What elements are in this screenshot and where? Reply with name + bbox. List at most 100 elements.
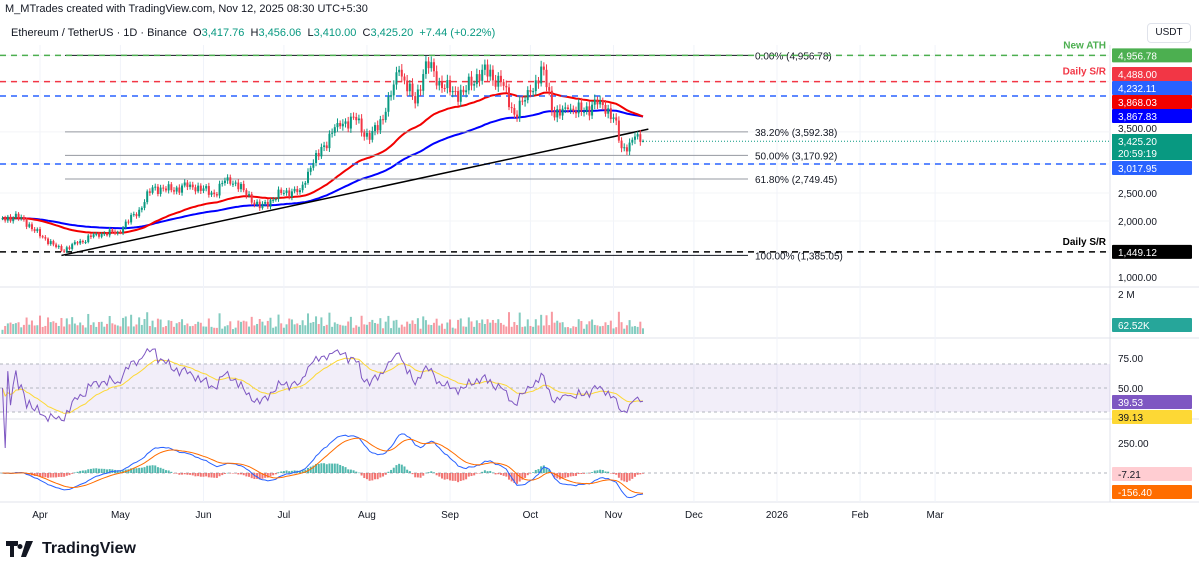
volume-bar	[631, 326, 634, 334]
volume-bar	[41, 326, 44, 334]
volume-bar	[154, 327, 157, 334]
candle-body	[293, 188, 296, 192]
macd-histogram-bar	[583, 473, 586, 474]
candle-body	[628, 142, 631, 152]
volume-bar	[400, 324, 403, 334]
candle-body	[258, 201, 261, 209]
candle-body	[130, 214, 133, 223]
volume-bar	[229, 321, 232, 334]
macd-histogram-bar	[331, 463, 334, 473]
macd-histogram-bar	[344, 467, 347, 473]
volume-bar	[620, 322, 623, 334]
macd-histogram-bar	[558, 473, 561, 480]
volume-bar	[435, 318, 438, 334]
macd-histogram-bar	[446, 473, 449, 480]
macd-histogram-bar	[548, 469, 551, 473]
price-tick-label: 3,500.00	[1118, 124, 1157, 135]
candle-body	[76, 242, 79, 244]
volume-bar	[475, 320, 478, 334]
volume-bar	[146, 312, 149, 334]
volume-bar	[215, 327, 218, 334]
volume-bar	[28, 324, 31, 334]
candle-body	[215, 194, 218, 196]
last-price-label: 3,425.20	[1118, 137, 1157, 148]
volume-bar	[333, 322, 336, 334]
candle-body	[497, 75, 500, 87]
candle-body	[146, 191, 149, 203]
fib-level-label: 38.20% (3,592.38)	[755, 128, 837, 139]
volume-bar	[65, 318, 68, 334]
time-tick-label: 2026	[766, 510, 789, 521]
macd-histogram-bar	[221, 473, 224, 476]
candle-body	[57, 246, 60, 248]
macd-histogram-bar	[620, 473, 623, 481]
macd-histogram-bar	[360, 473, 363, 476]
currency-button[interactable]: USDT	[1147, 23, 1191, 43]
candle-body	[419, 89, 422, 91]
candle-body	[325, 145, 328, 149]
candle-body	[414, 96, 417, 104]
symbol-title[interactable]: Ethereum / TetherUS · 1D · Binance	[11, 27, 187, 39]
volume-bar	[467, 317, 470, 334]
candle-body	[223, 180, 226, 184]
candle-body	[432, 62, 435, 72]
volume-bar	[499, 322, 502, 334]
macd-histogram-bar	[432, 472, 435, 473]
volume-bar	[33, 325, 36, 334]
tradingview-logo[interactable]: TradingView	[6, 540, 136, 558]
macd-histogram-bar	[483, 470, 486, 473]
macd-histogram-bar	[430, 471, 433, 473]
volume-bar	[483, 323, 486, 334]
candle-body	[140, 207, 143, 210]
macd-histogram-bar	[242, 473, 245, 476]
candle-body	[52, 241, 55, 245]
volume-bar	[438, 325, 441, 334]
volume-bar	[623, 328, 626, 334]
macd-histogram-bar	[575, 473, 577, 476]
volume-bar	[218, 313, 221, 334]
candle-body	[272, 199, 275, 201]
volume-bar	[266, 320, 269, 334]
macd-histogram-bar	[280, 471, 283, 473]
candle-body	[416, 89, 419, 104]
candle-body	[365, 132, 368, 137]
candle-body	[475, 74, 478, 85]
macd-histogram-bar	[250, 473, 253, 479]
macd-histogram-bar	[642, 473, 644, 474]
macd-histogram-bar	[419, 473, 422, 478]
volume-bar	[430, 325, 433, 334]
volume-bar	[328, 312, 331, 334]
macd-histogram-bar	[127, 469, 130, 473]
volume-bar	[481, 319, 484, 334]
macd-histogram-bar	[108, 469, 111, 473]
volume-bar	[76, 325, 79, 334]
volume-last-label-bg	[1112, 318, 1192, 332]
candle-body	[623, 147, 626, 149]
volume-bar	[269, 317, 272, 334]
volume-bar	[518, 312, 521, 334]
macd-histogram-bar	[47, 473, 50, 478]
candle-body	[328, 133, 331, 149]
candle-body	[309, 167, 312, 172]
candle-body	[591, 104, 594, 116]
candle-body	[6, 216, 9, 221]
level-price-label-bg	[1112, 161, 1192, 175]
macd-histogram-bar	[537, 469, 540, 473]
volume-bar	[639, 321, 642, 334]
volume-bar	[449, 319, 452, 334]
macd-histogram-bar	[189, 473, 192, 475]
volume-bar	[572, 326, 575, 334]
volume-bar	[537, 325, 540, 334]
macd-histogram-bar	[151, 465, 154, 473]
volume-bar	[138, 317, 141, 334]
candle-body	[202, 188, 205, 191]
macd-histogram-bar	[390, 469, 393, 473]
candle-body	[449, 80, 452, 93]
macd-histogram-bar	[135, 468, 138, 473]
candle-body	[173, 190, 175, 192]
candle-body	[132, 214, 135, 216]
volume-bar	[189, 326, 192, 334]
ema-100-line	[2, 109, 644, 230]
volume-bar	[39, 315, 41, 334]
